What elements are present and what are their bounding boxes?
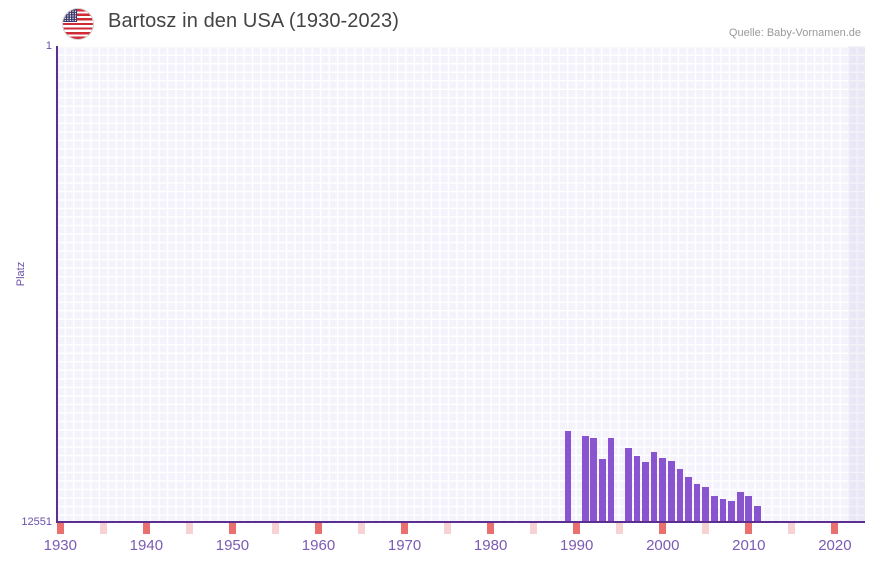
bar <box>633 455 641 522</box>
x-tick-major <box>573 523 580 534</box>
x-axis-tick-label: 1930 <box>43 537 77 554</box>
bar <box>599 458 606 522</box>
x-tick-minor <box>444 523 451 534</box>
bar <box>693 483 701 522</box>
x-tick-minor <box>788 523 796 534</box>
x-axis-tick-label: 1990 <box>559 537 594 554</box>
x-tick-major <box>401 523 408 534</box>
x-tick-minor <box>99 523 107 534</box>
x-axis-tick-label: 1980 <box>473 537 508 554</box>
y-axis-title: Platz <box>15 261 27 287</box>
source-label: Quelle: Baby-Vornamen.de <box>728 27 861 39</box>
x-axis-tick-label: 1960 <box>301 537 336 554</box>
forecast-shaded-region <box>847 46 865 522</box>
bar <box>624 448 632 522</box>
y-axis-line <box>56 46 58 523</box>
flag-stars <box>64 10 76 21</box>
chart-header: Bartosz in den USA (1930-2023) Quelle: B… <box>0 0 873 46</box>
x-tick-major <box>659 523 667 534</box>
bar <box>581 436 589 522</box>
bar <box>685 477 692 522</box>
bar <box>676 469 684 522</box>
chart-bars <box>56 46 865 522</box>
x-axis-tick-label: 2010 <box>732 537 766 554</box>
x-axis-tick-label: 1940 <box>129 537 164 554</box>
x-axis-tick-label: 1950 <box>215 537 250 554</box>
bar <box>702 486 710 522</box>
x-tick-major <box>315 523 322 534</box>
bar <box>754 506 761 522</box>
bar <box>650 451 658 522</box>
bar <box>564 431 572 522</box>
bar <box>667 461 675 522</box>
chart-plot-area <box>56 46 865 522</box>
x-tick-major <box>831 523 839 534</box>
x-tick-major <box>56 523 64 534</box>
x-tick-major <box>745 523 753 534</box>
bar <box>710 495 718 522</box>
x-axis-ticks <box>56 523 865 534</box>
bar <box>659 457 667 522</box>
x-axis-tick-label: 1970 <box>387 537 422 554</box>
bar <box>590 438 598 522</box>
x-tick-minor <box>185 523 193 534</box>
bar <box>736 491 744 522</box>
x-tick-major <box>142 523 150 534</box>
x-tick-major <box>229 523 236 534</box>
x-axis-tick-label: 2000 <box>646 537 680 554</box>
flag-canton <box>63 9 77 22</box>
x-tick-minor <box>272 523 279 534</box>
x-tick-minor <box>616 523 624 534</box>
x-axis-line <box>56 521 865 523</box>
x-tick-minor <box>358 523 365 534</box>
x-tick-major <box>487 523 494 534</box>
us-flag-icon <box>63 9 93 39</box>
y-axis-tick-bottom: 12551 <box>21 516 52 528</box>
page-title: Bartosz in den USA (1930-2023) <box>108 10 399 32</box>
x-axis-tick-label: 2020 <box>818 537 852 554</box>
chart-gridlines <box>56 46 865 522</box>
bar <box>745 496 753 522</box>
bar <box>642 461 649 522</box>
bar <box>607 437 615 522</box>
x-tick-minor <box>702 523 710 534</box>
bar <box>719 499 727 522</box>
y-axis-tick-top: 1 <box>45 40 52 52</box>
bar <box>728 501 735 522</box>
x-tick-minor <box>530 523 537 534</box>
